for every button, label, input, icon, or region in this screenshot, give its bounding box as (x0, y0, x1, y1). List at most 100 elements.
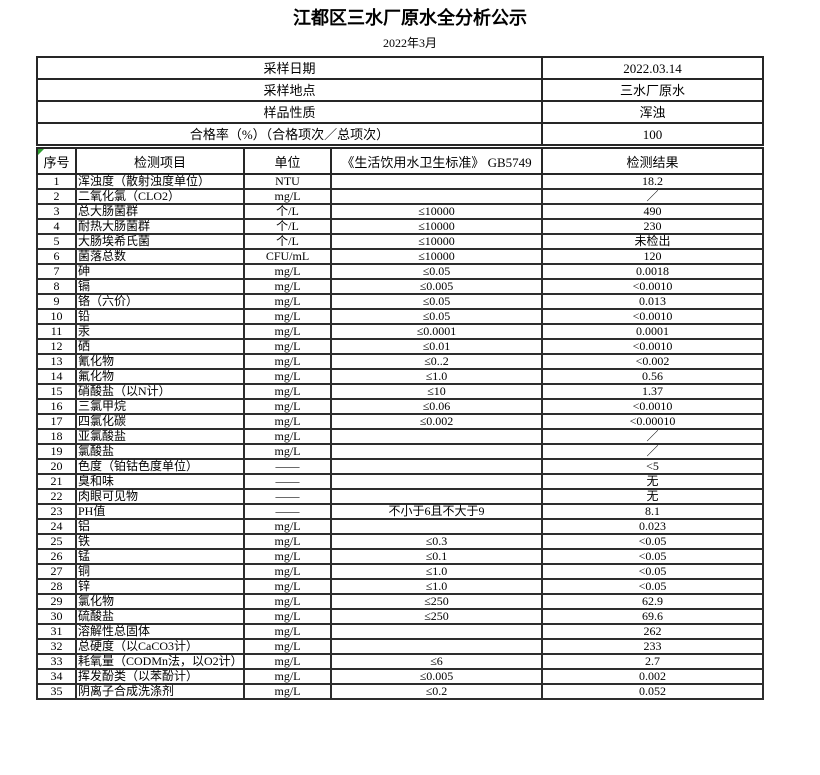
table-row: 27 铜 mg/L ≤1.0 <0.05 (36, 563, 764, 580)
item-name-cell: 肉眼可见物 (75, 488, 245, 505)
table-row: 9 铬（六价） mg/L ≤0.05 0.013 (36, 293, 764, 310)
item-name-cell: 锰 (75, 548, 245, 565)
page-subtitle: 2022年3月 (382, 36, 437, 50)
table-row: 8 镉 mg/L ≤0.005 <0.0010 (36, 278, 764, 295)
item-name-cell: 硒 (75, 338, 245, 355)
table-row: 21 臭和味 —— 无 (36, 473, 764, 490)
table-row: 34 挥发酚类（以苯酚计） mg/L ≤0.005 0.002 (36, 668, 764, 685)
unit-cell: mg/L (243, 353, 332, 370)
unit-cell: —— (243, 473, 332, 490)
result-value-cell: ／ (541, 428, 764, 445)
table-row: 1 浑浊度（散射浊度单位） NTU 18.2 (36, 173, 764, 190)
result-value-cell: <0.0010 (541, 338, 764, 355)
unit-cell: mg/L (243, 323, 332, 340)
info-label: 合格率（%）（合格项次／总项次） (36, 122, 543, 146)
standard-limit-cell: ≤0.01 (330, 338, 543, 355)
standard-limit-cell (330, 488, 543, 505)
table-row: 20 色度（铂钴色度单位） —— <5 (36, 458, 764, 475)
unit-cell: CFU/mL (243, 248, 332, 265)
standard-limit-cell: ≤10000 (330, 218, 543, 235)
unit-cell: 个/L (243, 233, 332, 250)
unit-cell: mg/L (243, 518, 332, 535)
unit-cell: mg/L (243, 263, 332, 280)
unit-cell: mg/L (243, 308, 332, 325)
excel-corner-marker-icon (38, 149, 44, 155)
result-value-cell: 0.013 (541, 293, 764, 310)
column-header-standard: 《生活饮用水卫生标准》 GB5749 (330, 147, 543, 175)
unit-cell: mg/L (243, 398, 332, 415)
row-number-cell: 28 (36, 578, 77, 595)
info-value: 三水厂原水 (541, 78, 764, 102)
result-value-cell: 0.023 (541, 518, 764, 535)
standard-limit-cell: ≤0..2 (330, 353, 543, 370)
info-row-pass-rate: 合格率（%）（合格项次／总项次） 100 (36, 122, 764, 146)
table-row: 15 硝酸盐（以N计） mg/L ≤10 1.37 (36, 383, 764, 400)
row-number-cell: 1 (36, 173, 77, 190)
standard-limit-cell: ≤0.05 (330, 263, 543, 280)
result-value-cell: ／ (541, 443, 764, 460)
result-value-cell: <0.0010 (541, 398, 764, 415)
standard-limit-cell (330, 428, 543, 445)
result-value-cell: 0.052 (541, 683, 764, 700)
info-label: 采样日期 (36, 56, 543, 80)
standard-limit-cell: ≤1.0 (330, 368, 543, 385)
unit-cell: 个/L (243, 203, 332, 220)
table-row: 4 耐热大肠菌群 个/L ≤10000 230 (36, 218, 764, 235)
table-row: 30 硫酸盐 mg/L ≤250 69.6 (36, 608, 764, 625)
item-name-cell: 氰化物 (75, 353, 245, 370)
item-name-cell: 硝酸盐（以N计） (75, 383, 245, 400)
item-name-cell: 汞 (75, 323, 245, 340)
item-name-cell: 耗氧量（CODMn法，以O2计） (75, 653, 245, 670)
standard-limit-cell: ≤0.3 (330, 533, 543, 550)
standard-limit-cell: ≤0.005 (330, 278, 543, 295)
unit-cell: mg/L (243, 413, 332, 430)
row-number-cell: 3 (36, 203, 77, 220)
info-value: 2022.03.14 (541, 56, 764, 80)
result-value-cell: <0.00010 (541, 413, 764, 430)
row-number-cell: 13 (36, 353, 77, 370)
table-row: 2 二氧化氯（CLO2） mg/L ／ (36, 188, 764, 205)
unit-cell: mg/L (243, 293, 332, 310)
table-row: 19 氯酸盐 mg/L ／ (36, 443, 764, 460)
item-name-cell: 溶解性总固体 (75, 623, 245, 640)
table-row: 3 总大肠菌群 个/L ≤10000 490 (36, 203, 764, 220)
row-number-cell: 16 (36, 398, 77, 415)
row-number-cell: 27 (36, 563, 77, 580)
result-value-cell: <0.002 (541, 353, 764, 370)
item-name-cell: 铅 (75, 308, 245, 325)
result-value-cell: 8.1 (541, 503, 764, 520)
row-number-cell: 17 (36, 413, 77, 430)
row-number-cell: 22 (36, 488, 77, 505)
table-row: 28 锌 mg/L ≤1.0 <0.05 (36, 578, 764, 595)
standard-limit-cell: ≤10000 (330, 248, 543, 265)
table-row: 29 氯化物 mg/L ≤250 62.9 (36, 593, 764, 610)
row-number-cell: 8 (36, 278, 77, 295)
result-value-cell: <0.05 (541, 563, 764, 580)
item-name-cell: 二氧化氯（CLO2） (75, 188, 245, 205)
result-value-cell: 0.0001 (541, 323, 764, 340)
item-name-cell: 耐热大肠菌群 (75, 218, 245, 235)
table-row: 10 铅 mg/L ≤0.05 <0.0010 (36, 308, 764, 325)
unit-cell: NTU (243, 173, 332, 190)
row-number-cell: 29 (36, 593, 77, 610)
row-number-cell: 23 (36, 503, 77, 520)
standard-limit-cell (330, 188, 543, 205)
unit-cell: mg/L (243, 563, 332, 580)
item-name-cell: 氟化物 (75, 368, 245, 385)
item-name-cell: 挥发酚类（以苯酚计） (75, 668, 245, 685)
row-number-cell: 30 (36, 608, 77, 625)
row-number-cell: 14 (36, 368, 77, 385)
column-header-row: 序号 检测项目 单位 《生活饮用水卫生标准》 GB5749 检测结果 (36, 147, 764, 175)
unit-cell: mg/L (243, 278, 332, 295)
info-value: 100 (541, 122, 764, 146)
standard-limit-cell (330, 443, 543, 460)
result-value-cell: 未检出 (541, 233, 764, 250)
unit-cell: mg/L (243, 188, 332, 205)
row-number-cell: 26 (36, 548, 77, 565)
row-number-cell: 25 (36, 533, 77, 550)
standard-limit-cell: 不小于6且不大于9 (330, 503, 543, 520)
result-value-cell: 18.2 (541, 173, 764, 190)
standard-limit-cell: ≤6 (330, 653, 543, 670)
unit-cell: mg/L (243, 578, 332, 595)
item-name-cell: 阴离子合成洗涤剂 (75, 683, 245, 700)
